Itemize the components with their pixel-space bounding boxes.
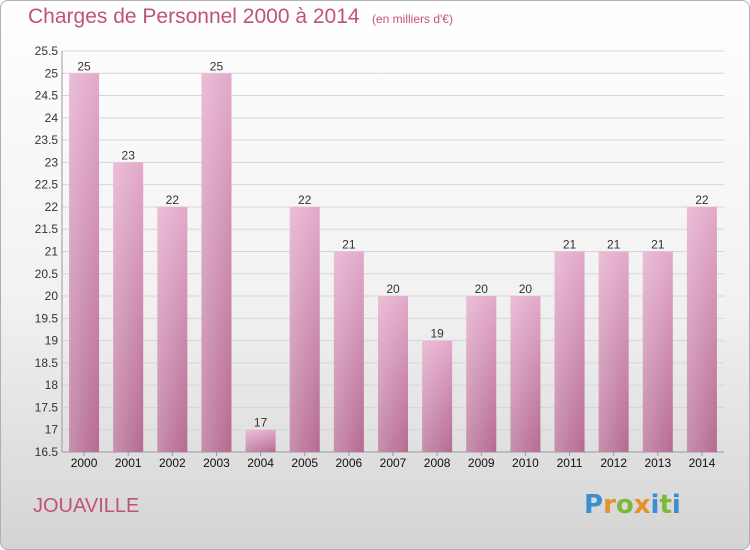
- proxiti-logo: Proxiti: [584, 490, 681, 520]
- data-label: 22: [695, 193, 709, 207]
- y-tick-label: 17.5: [35, 400, 59, 414]
- y-tick-label: 23: [45, 155, 59, 169]
- x-tick-label: 2012: [600, 456, 627, 470]
- x-tick-label: 2010: [512, 456, 539, 470]
- x-tick-label: 2005: [291, 456, 318, 470]
- bar-highlight: [201, 73, 232, 453]
- x-tick-label: 2008: [424, 456, 451, 470]
- data-label: 21: [607, 238, 621, 252]
- bar-highlight: [466, 296, 497, 452]
- logo-letter: i: [671, 490, 681, 520]
- bar-highlight: [157, 206, 188, 452]
- x-tick-label: 2003: [203, 456, 230, 470]
- bar-highlight: [333, 251, 364, 452]
- x-tick-label: 2013: [644, 456, 671, 470]
- data-label: 23: [122, 148, 136, 162]
- bar-highlight: [554, 251, 585, 452]
- data-label: 22: [166, 193, 180, 207]
- bar-highlight: [69, 73, 100, 453]
- data-label: 21: [651, 238, 665, 252]
- logo-letter: x: [633, 490, 651, 520]
- bar-highlight: [642, 251, 673, 452]
- x-tick-label: 2014: [689, 456, 716, 470]
- data-label: 20: [475, 282, 489, 296]
- data-label: 20: [386, 282, 400, 296]
- y-tick-label: 22: [45, 200, 59, 214]
- data-label: 21: [563, 238, 577, 252]
- data-label: 21: [342, 238, 356, 252]
- logo-letter: r: [603, 490, 616, 520]
- data-label: 22: [298, 193, 312, 207]
- bar-highlight: [245, 429, 276, 452]
- bar-highlight: [113, 162, 144, 452]
- data-label: 20: [519, 282, 533, 296]
- logo-letter: o: [615, 490, 634, 520]
- x-tick-label: 2006: [336, 456, 363, 470]
- y-tick-label: 21.5: [35, 222, 59, 236]
- y-tick-label: 21: [45, 245, 59, 259]
- y-tick-label: 20: [45, 289, 59, 303]
- y-tick-label: 24.5: [35, 89, 59, 103]
- y-tick-label: 18: [45, 378, 59, 392]
- data-label: 17: [254, 416, 268, 430]
- y-tick-label: 23.5: [35, 133, 59, 147]
- x-tick-label: 2007: [380, 456, 407, 470]
- bar-highlight: [378, 296, 408, 452]
- y-tick-label: 19: [45, 334, 59, 348]
- x-tick-label: 2009: [468, 456, 495, 470]
- data-label: 25: [210, 59, 224, 73]
- commune-name: JOUAVILLE: [33, 495, 140, 517]
- y-tick-label: 24: [45, 111, 59, 125]
- logo-letter: i: [650, 490, 660, 520]
- y-tick-label: 18.5: [35, 356, 59, 370]
- y-tick-label: 25.5: [35, 44, 59, 58]
- bar-highlight: [422, 340, 453, 452]
- bar-highlight: [598, 251, 629, 452]
- y-tick-label: 20.5: [35, 267, 59, 281]
- y-tick-label: 22.5: [35, 178, 59, 192]
- data-label: 25: [77, 59, 91, 73]
- logo-letter: P: [584, 490, 604, 520]
- x-tick-label: 2011: [557, 456, 583, 470]
- bar-highlight: [289, 206, 320, 452]
- bar-highlight: [686, 206, 717, 452]
- y-tick-label: 16.5: [35, 445, 59, 459]
- chart-title: Charges de Personnel 2000 à 2014: [28, 5, 360, 28]
- y-tick-label: 25: [45, 66, 59, 80]
- chart-subtitle: (en milliers d'€): [372, 12, 453, 26]
- logo-letter: t: [659, 490, 672, 520]
- x-tick-label: 2004: [247, 456, 274, 470]
- x-tick-label: 2001: [115, 456, 142, 470]
- x-tick-label: 2002: [159, 456, 186, 470]
- y-tick-label: 19.5: [35, 311, 59, 325]
- bar-highlight: [510, 296, 541, 452]
- data-label: 19: [430, 327, 444, 341]
- x-tick-label: 2000: [71, 456, 98, 470]
- y-tick-label: 17: [45, 423, 59, 437]
